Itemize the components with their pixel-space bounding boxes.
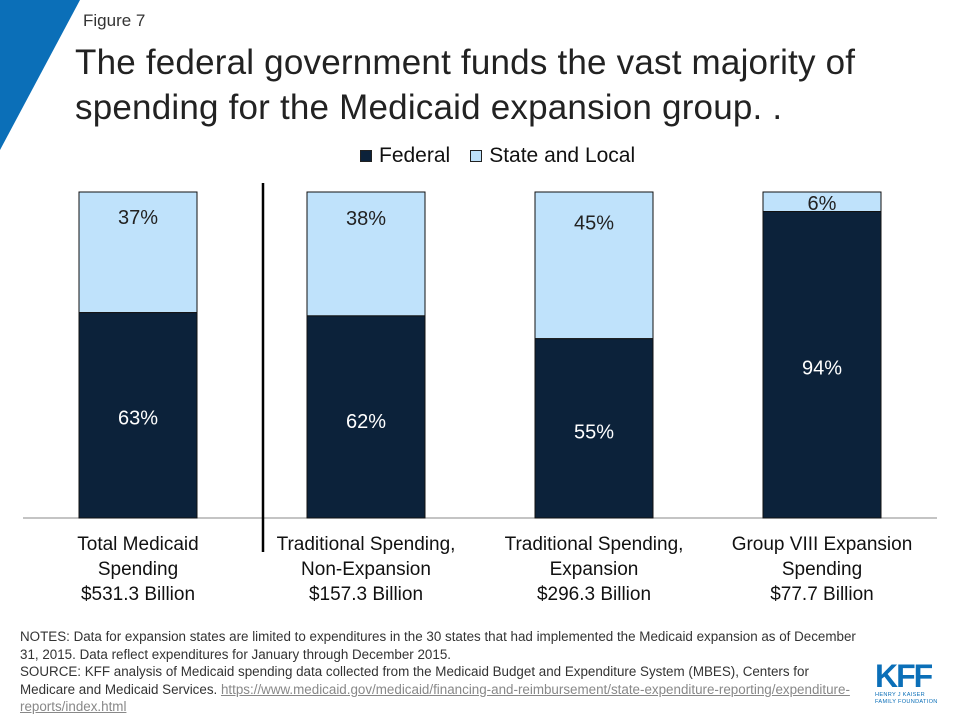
notes-text: NOTES: Data for expansion states are lim… xyxy=(20,629,856,662)
kff-logo: KFF HENRY J KAISER FAMILY FOUNDATION xyxy=(875,660,947,710)
legend-swatch-federal xyxy=(360,150,372,162)
legend-item-state-local: State and Local xyxy=(470,144,635,168)
category-label: Traditional Spending, xyxy=(277,534,456,555)
category-label: Non-Expansion xyxy=(301,559,431,580)
chart-legend: Federal State and Local xyxy=(360,144,655,168)
data-label-state-local: 45% xyxy=(574,212,614,234)
data-label-federal: 94% xyxy=(802,358,842,380)
category-label: $296.3 Billion xyxy=(537,584,651,605)
stacked-bar-chart: 37% 63% Total Medicaid Spending $531.3 Billi… xyxy=(23,183,937,605)
legend-item-federal: Federal xyxy=(360,144,450,168)
bar-federal xyxy=(306,315,426,519)
category-label: $157.3 Billion xyxy=(309,584,423,605)
source-block: SOURCE: KFF analysis of Medicaid spendin… xyxy=(20,663,860,716)
data-label-federal: 62% xyxy=(346,411,386,433)
logo-line-2: FAMILY FOUNDATION xyxy=(875,698,938,705)
corner-accent xyxy=(0,0,80,150)
legend-swatch-state-local xyxy=(470,150,483,162)
source-text: SOURCE: KFF analysis of Medicaid spendin… xyxy=(20,664,809,697)
bar-state-local xyxy=(306,191,426,317)
legend-label-state-local: State and Local xyxy=(489,144,636,167)
notes-block: NOTES: Data for expansion states are lim… xyxy=(20,628,860,716)
data-label-state-local: 6% xyxy=(808,193,837,215)
bar-state-local xyxy=(534,191,654,340)
data-label-federal: 63% xyxy=(118,408,158,430)
bar-federal xyxy=(534,338,654,519)
data-label-federal: 55% xyxy=(574,422,614,444)
logo-line-1: HENRY J KAISER xyxy=(875,692,926,698)
logo-mark: KFF xyxy=(875,658,933,694)
source-link[interactable]: https://www.medicaid.gov/medicaid/financ… xyxy=(20,681,850,715)
category-label: Total Medicaid xyxy=(77,534,198,555)
category-label: Spending xyxy=(98,559,178,580)
bar-federal xyxy=(78,312,198,519)
category-label: Expansion xyxy=(550,559,639,580)
bar-federal xyxy=(762,211,882,519)
data-label-state-local: 38% xyxy=(346,208,386,230)
category-label: $77.7 Billion xyxy=(770,584,874,605)
category-label: Traditional Spending, xyxy=(505,534,684,555)
category-label: Spending xyxy=(782,559,862,580)
category-label: $531.3 Billion xyxy=(81,584,195,605)
data-label-state-local: 37% xyxy=(118,207,158,229)
figure-label: Figure 7 xyxy=(83,11,146,30)
legend-label-federal: Federal xyxy=(379,144,451,167)
chart-title: The federal government funds the vast ma… xyxy=(75,43,856,127)
category-label: Group VIII Expansion xyxy=(732,534,913,555)
